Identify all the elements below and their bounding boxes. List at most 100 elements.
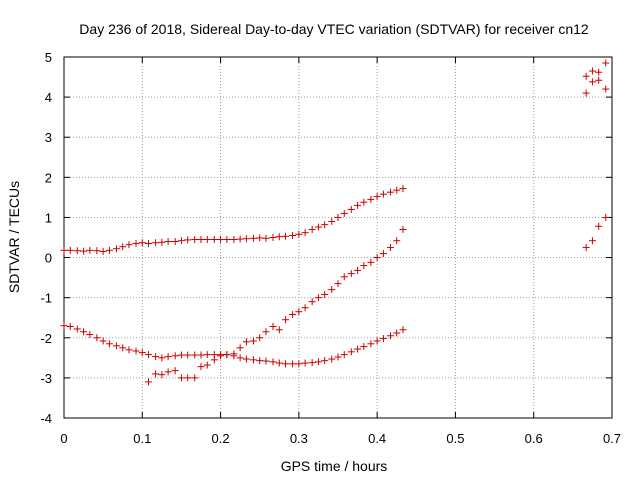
data-point bbox=[301, 359, 309, 367]
data-point bbox=[360, 198, 368, 206]
data-point bbox=[203, 351, 211, 359]
x-axis-ticks: 0 0.1 0.2 0.3 0.4 0.5 0.6 0.7 bbox=[60, 57, 621, 446]
data-point bbox=[588, 78, 596, 86]
data-point bbox=[328, 286, 336, 294]
x-tick-label: 0.6 bbox=[525, 431, 543, 446]
data-point bbox=[164, 353, 172, 361]
data-point bbox=[177, 374, 185, 382]
data-point bbox=[588, 237, 596, 245]
data-point bbox=[275, 326, 283, 334]
data-point bbox=[602, 213, 610, 221]
data-point bbox=[379, 250, 387, 258]
data-point bbox=[595, 222, 603, 230]
data-point bbox=[184, 351, 192, 359]
data-point bbox=[314, 223, 322, 231]
chart-title: Day 236 of 2018, Sidereal Day-to-day VTE… bbox=[79, 21, 589, 37]
data-point bbox=[301, 229, 309, 237]
data-point bbox=[86, 331, 94, 339]
data-point bbox=[340, 273, 348, 281]
data-point bbox=[334, 280, 342, 288]
data-point bbox=[347, 205, 355, 213]
data-point bbox=[177, 351, 185, 359]
data-point bbox=[145, 378, 153, 386]
data-point bbox=[242, 338, 250, 346]
data-point bbox=[171, 367, 179, 375]
data-point bbox=[386, 188, 394, 196]
data-point bbox=[314, 294, 322, 302]
data-point bbox=[328, 355, 336, 363]
data-point bbox=[602, 85, 610, 93]
data-point bbox=[132, 347, 140, 355]
data-points bbox=[60, 59, 610, 386]
data-point bbox=[191, 374, 199, 382]
data-point bbox=[93, 247, 101, 255]
x-tick-label: 0 bbox=[60, 431, 67, 446]
data-point bbox=[119, 344, 127, 352]
data-point bbox=[282, 232, 290, 240]
data-point bbox=[379, 335, 387, 343]
data-point bbox=[582, 244, 590, 252]
data-point bbox=[262, 357, 270, 365]
y-axis-label: SDTVAR / TECUs bbox=[6, 181, 22, 293]
data-point bbox=[80, 328, 88, 336]
data-point bbox=[184, 374, 192, 382]
x-axis-label: GPS time / hours bbox=[281, 458, 388, 474]
y-tick-label: 5 bbox=[45, 50, 52, 65]
data-point bbox=[582, 72, 590, 80]
data-point bbox=[269, 323, 277, 331]
data-point bbox=[399, 225, 407, 233]
data-point bbox=[289, 311, 297, 319]
y-tick-label: 2 bbox=[45, 170, 52, 185]
data-point bbox=[236, 354, 244, 362]
data-point bbox=[217, 236, 225, 244]
data-point bbox=[393, 186, 401, 194]
data-point bbox=[386, 332, 394, 340]
data-point bbox=[73, 247, 81, 255]
data-point bbox=[354, 201, 362, 209]
data-point bbox=[217, 352, 225, 360]
x-tick-label: 0.7 bbox=[603, 431, 621, 446]
data-point bbox=[334, 353, 342, 361]
data-point bbox=[399, 326, 407, 334]
data-point bbox=[138, 349, 146, 357]
y-tick-label: 3 bbox=[45, 130, 52, 145]
data-point bbox=[347, 270, 355, 278]
data-point bbox=[379, 190, 387, 198]
y-tick-label: 4 bbox=[45, 90, 52, 105]
data-point bbox=[145, 240, 153, 248]
data-point bbox=[125, 346, 133, 354]
data-point bbox=[399, 185, 407, 193]
data-point bbox=[289, 360, 297, 368]
data-point bbox=[256, 334, 264, 342]
data-point bbox=[262, 234, 270, 242]
data-point bbox=[66, 323, 74, 331]
data-point bbox=[152, 239, 160, 247]
data-point bbox=[360, 343, 368, 351]
y-axis-ticks: -4 -3 -2 -1 0 1 2 3 4 5 bbox=[40, 50, 612, 426]
x-tick-label: 0.2 bbox=[212, 431, 230, 446]
x-tick-label: 0.1 bbox=[133, 431, 151, 446]
data-point bbox=[230, 350, 238, 358]
data-point bbox=[164, 238, 172, 246]
data-point bbox=[152, 353, 160, 361]
data-point bbox=[321, 357, 329, 365]
data-point bbox=[295, 360, 303, 368]
data-point bbox=[73, 325, 81, 333]
grid bbox=[64, 57, 612, 418]
data-point bbox=[308, 225, 316, 233]
x-tick-label: 0.3 bbox=[290, 431, 308, 446]
y-tick-label: 1 bbox=[45, 210, 52, 225]
data-point bbox=[275, 233, 283, 241]
data-point bbox=[236, 235, 244, 243]
data-point bbox=[588, 67, 596, 75]
data-point bbox=[386, 244, 394, 252]
data-point bbox=[595, 68, 603, 76]
data-point bbox=[282, 316, 290, 324]
data-point bbox=[321, 221, 329, 229]
data-point bbox=[393, 237, 401, 245]
data-point bbox=[354, 266, 362, 274]
data-point bbox=[289, 231, 297, 239]
data-point bbox=[340, 209, 348, 217]
data-point bbox=[191, 236, 199, 244]
